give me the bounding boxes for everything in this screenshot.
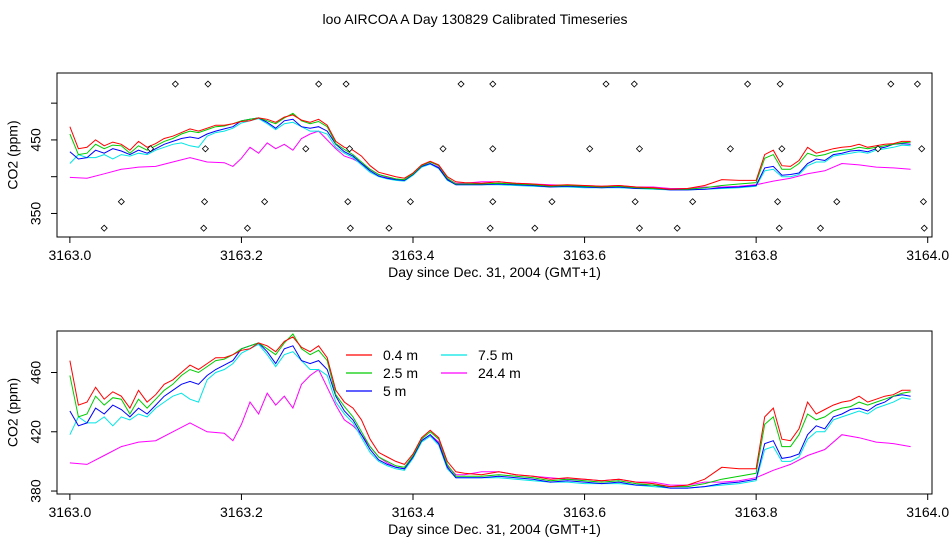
data-point-marker xyxy=(775,224,783,232)
data-point-marker xyxy=(261,198,269,206)
data-point-marker xyxy=(776,80,784,88)
x-tick-label: 3163.2 xyxy=(220,247,263,263)
data-point-marker xyxy=(302,145,310,153)
data-point-marker xyxy=(816,224,825,232)
data-point-marker xyxy=(385,224,393,232)
y-axis-label: CO2 (ppm) xyxy=(5,120,21,189)
panel-bottom: 3163.0 3163.2 3163.4 3163.6 3163.8 3164.0 380 4… xyxy=(5,330,949,537)
data-point-marker xyxy=(315,80,323,88)
series-line-25m xyxy=(69,112,911,190)
data-point-marker xyxy=(146,145,155,153)
data-point-marker xyxy=(489,145,497,153)
plot-frame xyxy=(56,330,933,495)
data-point-marker xyxy=(635,145,644,153)
data-point-marker xyxy=(406,198,414,206)
x-tick-label: 3163.8 xyxy=(735,247,778,263)
data-point-marker xyxy=(200,198,209,206)
data-point-marker xyxy=(833,198,841,206)
x-tick-label: 3163.6 xyxy=(563,247,606,263)
data-point-marker xyxy=(201,145,209,153)
series-line-244m xyxy=(69,130,911,189)
data-point-marker xyxy=(439,145,447,153)
data-point-marker xyxy=(486,224,494,232)
legend-label: 7.5 m xyxy=(478,347,513,363)
x-tick-label: 3163.2 xyxy=(220,504,263,520)
y-tick-label: 420 xyxy=(28,420,44,444)
x-tick-label: 3163.0 xyxy=(48,247,91,263)
data-point-marker xyxy=(602,80,610,88)
legend-label: 2.5 m xyxy=(383,365,418,381)
series-line-04m xyxy=(69,336,911,488)
data-point-marker xyxy=(913,80,921,88)
series-line-75m xyxy=(69,343,911,489)
series-line-5m xyxy=(69,117,911,191)
y-axis-label: CO2 (ppm) xyxy=(5,378,21,447)
data-point-marker xyxy=(774,198,782,206)
data-point-marker xyxy=(489,198,497,206)
panel-top: 3163.0 3163.2 3163.4 3163.6 3163.8 3164.0 350 4… xyxy=(5,72,949,280)
data-point-marker xyxy=(743,80,752,88)
y-tick-label: 460 xyxy=(28,361,44,385)
series-line-75m xyxy=(69,118,911,191)
data-point-marker xyxy=(631,198,639,206)
x-tick-label: 3163.4 xyxy=(392,504,435,520)
x-tick-label: 3163.6 xyxy=(563,504,606,520)
series-group xyxy=(69,333,911,489)
series-line-244m xyxy=(69,368,911,486)
data-point-marker xyxy=(200,224,208,232)
data-point-marker xyxy=(689,198,697,206)
data-point-marker xyxy=(874,145,882,153)
data-point-marker xyxy=(171,80,179,88)
data-point-marker xyxy=(489,80,497,88)
legend-label: 24.4 m xyxy=(478,365,521,381)
data-point-marker xyxy=(630,80,638,88)
series-line-5m xyxy=(69,342,911,489)
data-point-marker xyxy=(920,224,928,232)
x-axis-label: Day since Dec. 31, 2004 (GMT+1) xyxy=(388,521,601,537)
data-point-marker xyxy=(673,224,681,232)
x-tick-label: 3163.8 xyxy=(735,504,778,520)
series-group xyxy=(69,112,911,191)
legend: 0.4 m 2.5 m 5 m 7.5 m 24.4 m xyxy=(346,347,521,399)
x-tick-label: 3163.0 xyxy=(48,504,91,520)
data-point-marker xyxy=(243,224,252,232)
legend-label: 0.4 m xyxy=(383,347,418,363)
legend-label: 5 m xyxy=(383,383,406,399)
series-line-25m xyxy=(69,333,911,488)
data-point-marker xyxy=(204,80,212,88)
data-point-marker xyxy=(342,80,350,88)
data-point-marker xyxy=(919,198,927,206)
series-line-04m xyxy=(69,114,911,190)
data-point-marker xyxy=(586,145,594,153)
data-point-marker xyxy=(778,145,786,153)
x-tick-label: 3164.0 xyxy=(906,504,949,520)
data-point-marker xyxy=(457,80,465,88)
y-tick-label: 350 xyxy=(28,202,44,226)
data-point-marker xyxy=(635,224,644,232)
figure-title: loo AIRCOA A Day 130829 Calibrated Times… xyxy=(322,11,628,27)
x-tick-label: 3163.4 xyxy=(392,247,435,263)
y-tick-label: 380 xyxy=(28,479,44,503)
data-point-marker xyxy=(346,224,354,232)
x-tick-label: 3164.0 xyxy=(906,247,949,263)
plot-frame xyxy=(56,72,933,238)
data-point-marker xyxy=(726,145,734,153)
data-point-marker xyxy=(548,198,556,206)
data-point-marker xyxy=(918,145,926,153)
data-point-marker xyxy=(887,80,895,88)
data-point-marker xyxy=(117,198,125,206)
data-point-marker xyxy=(344,198,352,206)
data-point-marker xyxy=(345,145,354,153)
data-point-marker xyxy=(531,224,539,232)
x-axis-label: Day since Dec. 31, 2004 (GMT+1) xyxy=(388,264,601,280)
y-tick-label: 450 xyxy=(28,128,44,152)
data-point-marker xyxy=(100,224,108,232)
